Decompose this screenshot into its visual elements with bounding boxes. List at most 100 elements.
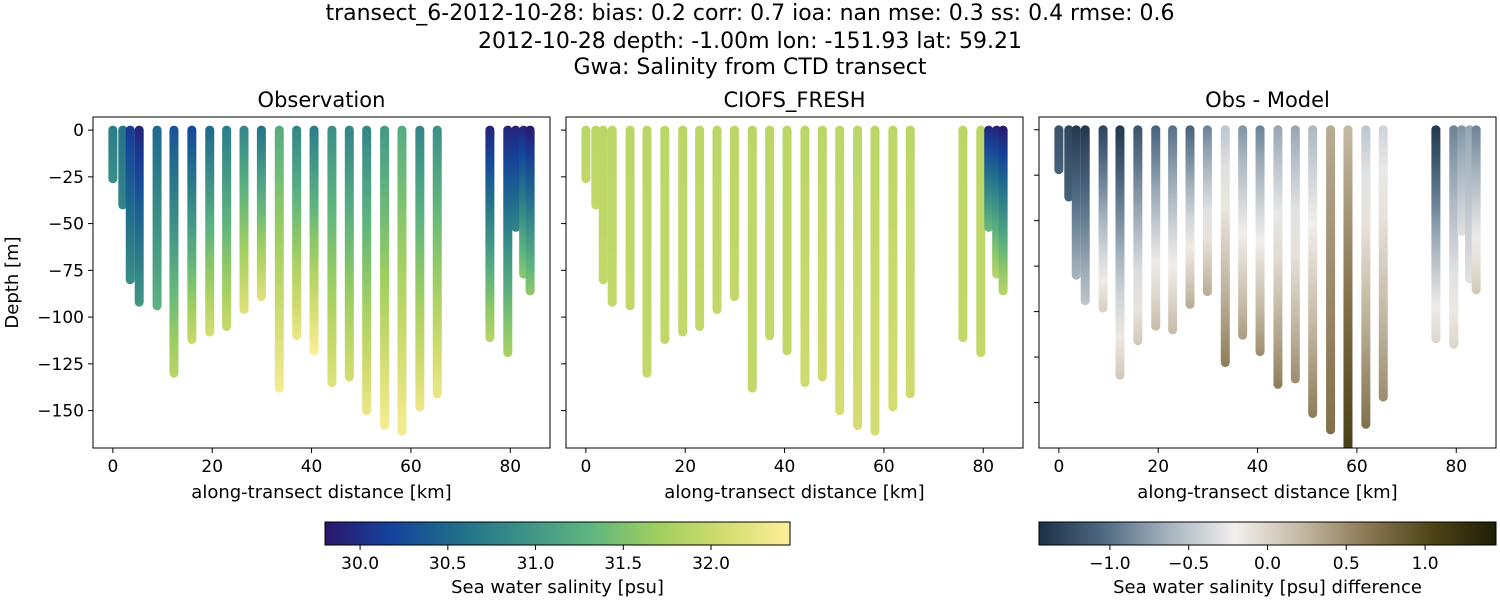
profile-8 [205,125,215,337]
profile-23 [976,125,986,358]
profile-14 [782,125,792,356]
profile-22 [1431,125,1441,344]
profile-12 [274,125,284,393]
figure-title-line-1: transect_6-2012-10-28: bias: 0.2 corr: 0… [325,1,1175,26]
profile-2 [1064,125,1074,202]
profile-7 [1133,125,1143,346]
x-axis-label: along-transect distance [km] [1137,482,1397,503]
y-tick-label: −125 [37,355,84,375]
profile-6 [169,125,179,378]
y-tick-label: 0 [73,121,84,141]
x-tick-label: 20 [201,457,223,477]
profile-7 [660,125,670,345]
figure-title-line-3: Gwa: Salinity from CTD transect [573,55,927,80]
profile-23 [1449,125,1459,349]
x-tick-label: 20 [1147,457,1169,477]
profile-15 [327,125,337,388]
profile-5 [1098,125,1108,313]
profile-19 [397,125,407,436]
profiles [581,125,1008,436]
profile-10 [712,125,722,315]
profile-7 [187,125,197,345]
axes-frame [565,116,1024,449]
colorbar-1: 30.0 30.5 31.0 31.5 32.0 Sea water salinity [… [324,521,791,598]
colorbar-2: −1.0 −0.5 0.0 0.5 1.0 Sea water salinity [psu… [1038,521,1497,598]
profile-21 [905,125,915,399]
profile-18 [1326,125,1336,435]
figure-title-line-2: 2012-10-28 depth: -1.00m lon: -151.93 la… [477,29,1023,54]
x-tick-label: 60 [873,457,895,477]
profile-24 [1457,125,1467,237]
profile-3 [598,125,608,285]
profile-15 [800,125,810,388]
profile-11 [729,125,739,302]
profile-11 [256,125,266,302]
profile-5 [152,125,162,311]
y-axis-label: Depth [m] [2,236,23,328]
y-tick-label: −25 [48,168,84,188]
colorbar-tick-label: 31.0 [517,554,555,574]
panel-3: 0 20 40 60 80 Obs - Model along-transect dista… [1034,88,1497,503]
y-tick-label: −50 [48,215,84,235]
colorbar-strip [1038,521,1497,546]
colorbar-tick-label: −0.5 [1168,554,1209,574]
profile-8 [1151,125,1161,331]
colorbar-label: Sea water salinity [psu] difference [1113,577,1422,598]
profile-1 [581,125,591,184]
profile-22 [958,125,968,343]
y-tick-label: −100 [37,308,84,328]
profile-24 [984,125,994,232]
profile-9 [695,125,705,331]
x-tick-label: 80 [499,457,521,477]
colorbar-label: Sea water salinity [psu] [451,577,664,598]
profile-20 [415,125,425,412]
profile-13 [292,125,302,341]
profile-13 [1238,125,1248,340]
profiles [1054,125,1481,448]
profile-17 [362,125,372,416]
profile-20 [1361,125,1371,429]
x-tick-label: 0 [1053,457,1064,477]
profile-26 [525,125,535,296]
profile-19 [870,125,880,436]
profile-19 [1343,125,1353,448]
colorbar-tick-label: 30.0 [341,554,379,574]
colorbar-tick-label: −1.0 [1089,554,1130,574]
colorbar-tick-label: 1.0 [1412,554,1439,574]
profile-12 [747,125,757,393]
profile-3 [1071,125,1081,280]
x-tick-label: 80 [1445,457,1467,477]
profile-1 [108,125,118,184]
panel-title: Observation [258,88,386,112]
axes-frame [1038,116,1497,449]
profile-10 [239,125,249,315]
profile-24 [511,125,521,232]
colorbar-tick-label: 0.5 [1333,554,1360,574]
profile-17 [1308,125,1318,418]
profile-4 [1080,125,1090,306]
panel-title: Obs - Model [1205,88,1330,112]
colorbar-tick-label: 31.5 [604,554,642,574]
profile-23 [503,125,513,358]
profile-18 [853,125,863,431]
profile-5 [625,125,635,311]
profile-12 [1220,125,1230,368]
profiles [108,125,535,436]
profile-15 [1273,125,1283,389]
profile-3 [125,125,135,285]
profile-13 [765,125,775,341]
profile-1 [1054,125,1064,175]
x-tick-label: 80 [972,457,994,477]
profile-21 [432,125,442,399]
profile-22 [485,125,495,343]
panel-1: 0 20 40 60 80 0 −25 −50 −75 −100 −125 −150 Observati… [2,88,551,503]
x-axis-label: along-transect distance [km] [191,482,451,503]
profile-16 [1290,125,1300,384]
profile-2 [118,125,128,210]
profile-2 [591,125,601,210]
colorbar-tick-label: 0.0 [1254,554,1281,574]
y-tick-label: −150 [37,402,84,422]
profile-9 [222,125,232,331]
profile-16 [817,125,827,382]
